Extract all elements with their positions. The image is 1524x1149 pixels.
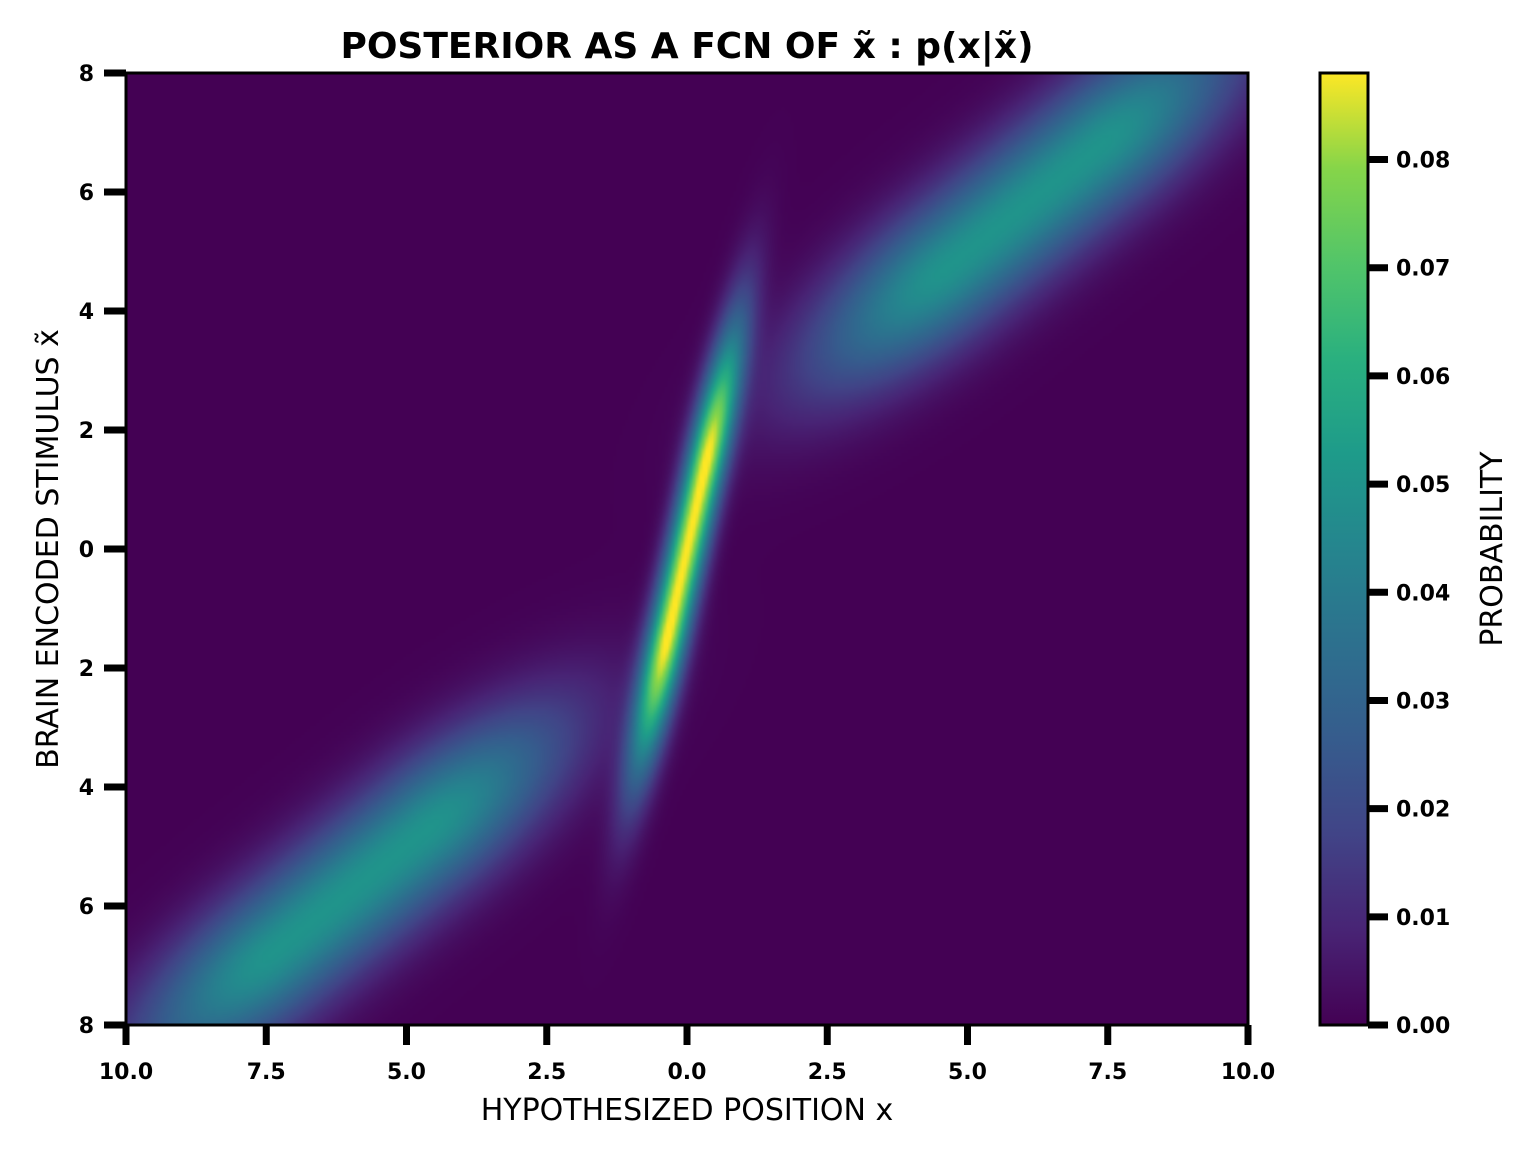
x-axis-ticks: 10.0 7.5 5.0 2.5 0.0 2.5 5.0 7.5 10.0 — [99, 1025, 1275, 1085]
chart-title: POSTERIOR AS A FCN OF x̃ : p(x|x̃) — [340, 26, 1033, 67]
x-tick-label: 5.0 — [948, 1060, 987, 1085]
y-tick-label: 4 — [79, 300, 94, 325]
colorbar-tick-label: 0.00 — [1396, 1014, 1450, 1039]
y-tick-label: 8 — [79, 1014, 94, 1039]
y-tick-label: 4 — [79, 776, 94, 801]
y-tick-label: 2 — [79, 657, 94, 682]
colorbar-tick-label: 0.06 — [1396, 365, 1450, 390]
colorbar-tick-label: 0.05 — [1396, 473, 1450, 498]
colorbar: 0.08 0.07 0.06 0.05 0.04 0.03 0.02 0.01 0.00 PRO… — [1318, 71, 1510, 1039]
heatmap-area — [124, 71, 1250, 1027]
y-tick-label: 2 — [79, 419, 94, 444]
colorbar-ticks: 0.08 0.07 0.06 0.05 0.04 0.03 0.02 0.01 0.00 — [1368, 149, 1450, 1039]
x-tick-label: 5.0 — [387, 1060, 426, 1085]
x-tick-label: 10.0 — [99, 1060, 153, 1085]
colorbar-tick-label: 0.03 — [1396, 689, 1450, 714]
heatmap-image — [126, 73, 1248, 1025]
y-axis-ticks: 8 6 4 2 0 2 4 6 8 — [79, 62, 126, 1039]
y-tick-label: 6 — [79, 895, 94, 920]
colorbar-tick-label: 0.07 — [1396, 257, 1450, 282]
colorbar-tick-label: 0.08 — [1396, 149, 1450, 174]
x-tick-label: 2.5 — [527, 1060, 566, 1085]
colorbar-tick-label: 0.02 — [1396, 798, 1450, 823]
y-axis-label: BRAIN ENCODED STIMULUS x̃ — [31, 329, 66, 769]
colorbar-fill — [1320, 73, 1368, 1025]
y-tick-label: 0 — [79, 538, 94, 563]
y-tick-label: 6 — [79, 181, 94, 206]
x-tick-label: 0.0 — [668, 1060, 707, 1085]
x-tick-label: 2.5 — [808, 1060, 847, 1085]
colorbar-frame — [1318, 71, 1370, 1027]
x-tick-label: 7.5 — [247, 1060, 286, 1085]
y-tick-label: 8 — [79, 62, 94, 87]
x-tick-label: 7.5 — [1088, 1060, 1127, 1085]
x-tick-label: 10.0 — [1221, 1060, 1275, 1085]
colorbar-tick-label: 0.04 — [1396, 581, 1450, 606]
colorbar-tick-label: 0.01 — [1396, 906, 1450, 931]
x-axis-label: HYPOTHESIZED POSITION x — [481, 1093, 894, 1128]
colorbar-label: PROBABILITY — [1475, 451, 1510, 647]
